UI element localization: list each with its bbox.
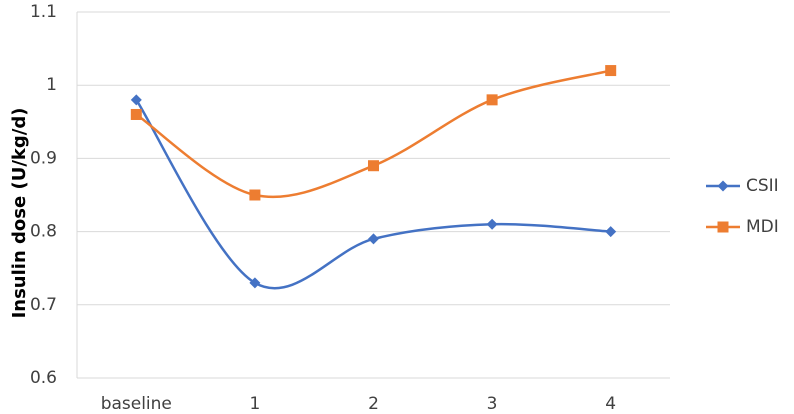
y-tick-label: 0.8 (30, 222, 57, 242)
legend-marker (717, 221, 729, 233)
point-marker (605, 226, 617, 238)
point-marker (249, 277, 261, 289)
point-marker (249, 189, 261, 201)
point-marker (130, 94, 142, 106)
x-tick-label: 4 (605, 394, 616, 414)
legend-marker (717, 180, 729, 192)
y-tick-label: 0.6 (30, 368, 57, 388)
y-tick-label: 1 (46, 75, 57, 95)
series-line (135, 99, 611, 290)
x-tick-label: 1 (249, 394, 260, 414)
y-tick-label: 0.7 (30, 295, 57, 315)
point-marker (130, 108, 142, 120)
series-line (135, 69, 611, 199)
y-tick-label: 1.1 (30, 2, 57, 22)
x-tick-label: 3 (487, 394, 498, 414)
x-tick-label: baseline (101, 394, 172, 414)
point-marker (605, 65, 617, 77)
y-axis-label: Insulin dose (U/kg/d) (9, 108, 30, 319)
legend-label: CSII (746, 176, 779, 196)
x-tick-label: 2 (368, 394, 379, 414)
point-marker (486, 218, 498, 230)
legend-label: MDI (746, 217, 779, 237)
point-marker (486, 94, 498, 106)
y-tick-label: 0.9 (30, 148, 57, 168)
point-marker (368, 160, 379, 172)
point-marker (368, 233, 379, 245)
